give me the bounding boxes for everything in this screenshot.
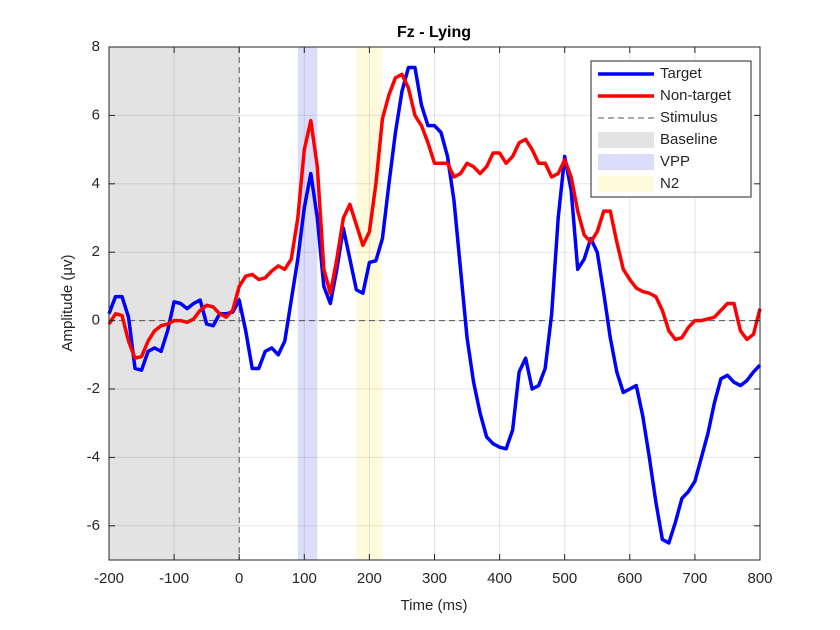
y-tick-label: 0: [92, 312, 100, 329]
legend-label: Baseline: [660, 131, 718, 148]
legend-label: VPP: [660, 153, 690, 170]
x-tick-label: 400: [487, 570, 512, 587]
y-tick-label: -4: [87, 448, 100, 465]
series-line: [107, 65, 762, 545]
y-axis-label: Amplitude (μv): [59, 254, 76, 351]
legend: Target Non-target Stimulus Baseline VPP N2: [590, 60, 752, 198]
x-tick-label: -200: [94, 570, 124, 587]
x-tick-label: 100: [292, 570, 317, 587]
y-tick-label: -6: [87, 517, 100, 534]
region: [356, 47, 383, 560]
x-tick-label: 800: [747, 570, 772, 587]
chart-title: Fz - Lying: [397, 24, 471, 41]
legend-swatch: [598, 154, 654, 170]
lines: [107, 65, 762, 545]
legend-label: Non-target: [660, 87, 732, 104]
x-tick-label: 0: [235, 570, 243, 587]
legend-swatch: [598, 176, 654, 192]
x-tick-label: 500: [552, 570, 577, 587]
y-tick-label: 2: [92, 243, 100, 260]
legend-box: [590, 60, 752, 198]
x-tick-label: 200: [357, 570, 382, 587]
x-tick-label: 600: [617, 570, 642, 587]
legend-label: N2: [660, 175, 679, 192]
series-line: [107, 72, 762, 360]
y-tick-label: 6: [92, 106, 100, 123]
y-tick-label: 8: [92, 38, 100, 55]
region: [297, 47, 318, 560]
legend-label: Stimulus: [660, 109, 718, 126]
axes: -200 -100 0 100 200 300 400 500 600 700 800 -6 -4 -2 0…: [87, 38, 773, 587]
x-tick-label: 300: [422, 570, 447, 587]
legend-swatch: [598, 132, 654, 148]
plot-frame: [108, 46, 761, 561]
x-axis-label: Time (ms): [401, 597, 468, 614]
x-tick-label: -100: [159, 570, 189, 587]
y-tick-label: 4: [92, 175, 100, 192]
legend-label: Target: [660, 65, 703, 82]
x-tick-label: 700: [682, 570, 707, 587]
y-tick-label: -2: [87, 380, 100, 397]
